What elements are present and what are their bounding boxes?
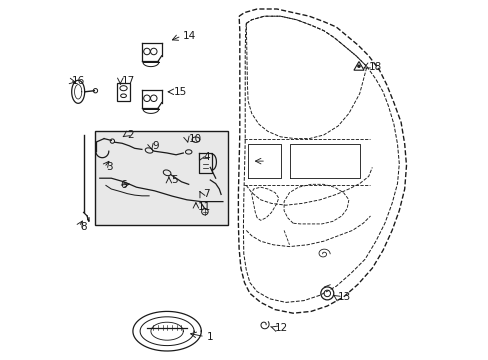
Text: 9: 9	[152, 141, 159, 151]
Text: 7: 7	[203, 189, 209, 199]
Text: 15: 15	[174, 87, 187, 97]
Text: 12: 12	[275, 323, 288, 333]
Text: 11: 11	[197, 202, 210, 212]
Text: 13: 13	[337, 292, 351, 302]
Text: 14: 14	[183, 31, 196, 41]
Text: 2: 2	[127, 130, 134, 140]
Text: 10: 10	[188, 134, 202, 144]
Text: 3: 3	[106, 162, 112, 172]
Text: 6: 6	[120, 180, 127, 190]
Text: 1: 1	[206, 332, 213, 342]
Text: 4: 4	[203, 152, 209, 162]
Circle shape	[357, 65, 360, 68]
Text: 8: 8	[81, 222, 87, 232]
Bar	[117, 83, 130, 101]
Text: 16: 16	[72, 76, 85, 86]
Text: 18: 18	[368, 62, 381, 72]
Text: 17: 17	[122, 76, 135, 86]
Bar	[95, 131, 228, 225]
Text: 5: 5	[170, 175, 177, 185]
